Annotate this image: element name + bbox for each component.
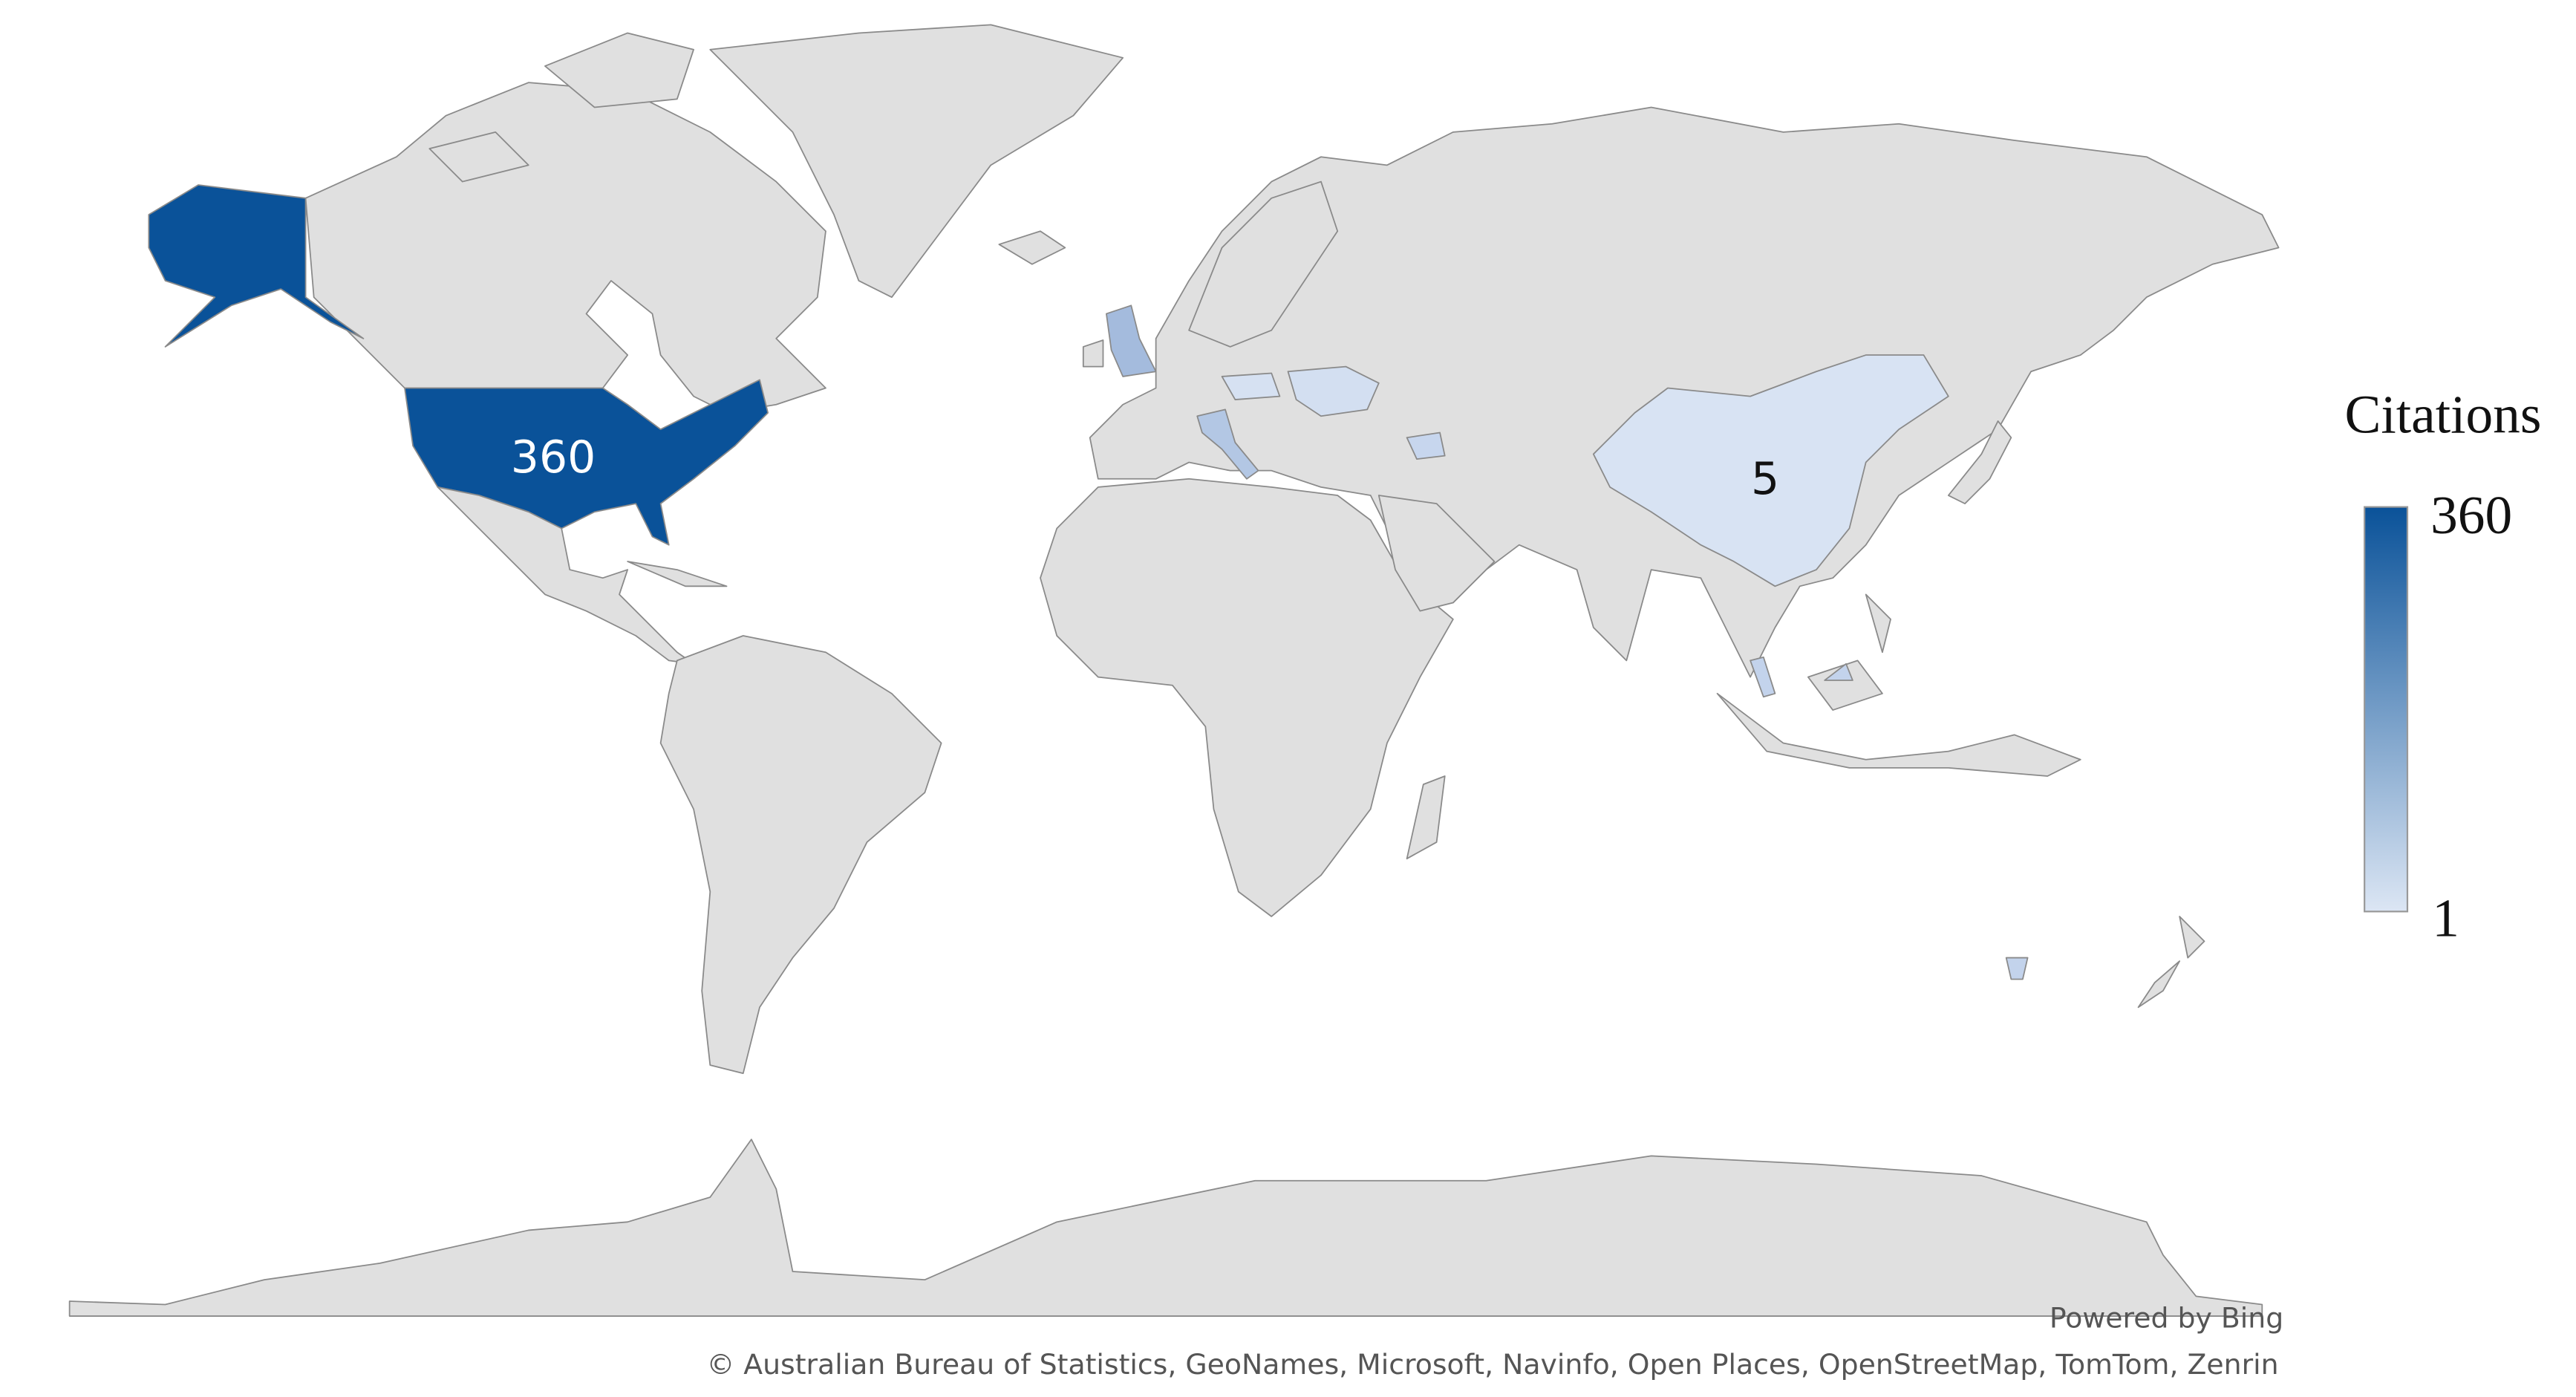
legend-color-bar bbox=[2364, 506, 2409, 913]
legend-min-label: 1 bbox=[2432, 888, 2459, 948]
region-arctic-islands[interactable] bbox=[428, 32, 694, 183]
region-caribbean[interactable] bbox=[627, 561, 728, 587]
region-iceland[interactable] bbox=[998, 230, 1066, 265]
region-south-america[interactable] bbox=[659, 635, 942, 1075]
region-ukraine[interactable] bbox=[1287, 365, 1380, 417]
region-malaysia[interactable] bbox=[1750, 657, 1853, 698]
region-mexico-central-america[interactable] bbox=[437, 486, 694, 665]
region-japan[interactable] bbox=[1947, 420, 2012, 505]
legend-max-label: 360 bbox=[2430, 485, 2512, 545]
land-layer bbox=[68, 24, 2280, 1317]
map-copyright: © Australian Bureau of Statistics, GeoNa… bbox=[706, 1348, 2278, 1381]
region-united-kingdom[interactable] bbox=[1106, 305, 1157, 377]
region-madagascar[interactable] bbox=[1406, 775, 1446, 860]
region-new-zealand[interactable] bbox=[2137, 916, 2205, 1009]
data-label-china: 5 bbox=[1751, 453, 1779, 505]
region-caucasus[interactable] bbox=[1406, 432, 1446, 460]
region-ireland[interactable] bbox=[1082, 339, 1104, 368]
region-tasmania[interactable] bbox=[2005, 957, 2029, 980]
region-central-europe[interactable] bbox=[1221, 372, 1281, 400]
region-alaska[interactable] bbox=[148, 184, 365, 348]
data-label-united-states: 360 bbox=[511, 432, 596, 483]
region-arabia[interactable] bbox=[1377, 495, 1496, 612]
region-italy[interactable] bbox=[1196, 408, 1259, 480]
data-labels: 360 5 bbox=[511, 432, 1779, 505]
region-china[interactable] bbox=[1592, 354, 1949, 587]
legend: Citations 360 1 bbox=[2344, 385, 2541, 948]
legend-title: Citations bbox=[2344, 385, 2541, 445]
region-antarctica[interactable] bbox=[68, 1139, 2263, 1317]
region-southeast-asia-islands[interactable] bbox=[1716, 593, 2081, 777]
region-scandinavia[interactable] bbox=[1188, 180, 1339, 348]
region-canada[interactable] bbox=[304, 82, 826, 414]
powered-by-bing: Powered by Bing bbox=[2050, 1302, 2283, 1335]
region-greenland[interactable] bbox=[709, 24, 1124, 299]
region-africa[interactable] bbox=[1040, 478, 1454, 917]
